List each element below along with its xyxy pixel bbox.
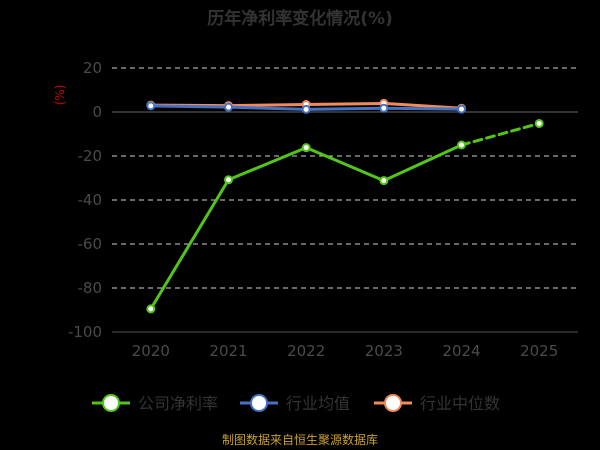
data-point[interactable] (301, 143, 311, 153)
data-point[interactable] (224, 102, 233, 112)
legend[interactable]: 公司净利率 行业均值 行业中位数 (92, 394, 500, 413)
data-point[interactable] (301, 104, 311, 114)
y-axis-ticks: 20 0 -20 -40 -60 -80 -100 (68, 59, 102, 341)
x-tick-label: 2025 (520, 342, 558, 360)
legend-item[interactable]: 公司净利率 (92, 394, 218, 413)
x-tick-label: 2024 (442, 342, 480, 360)
data-point[interactable] (146, 304, 156, 314)
series-1 (146, 101, 466, 114)
y-tick-label: -80 (78, 279, 103, 297)
x-tick-label: 2023 (365, 342, 403, 360)
y-tick-label: -20 (78, 147, 103, 165)
chart-title: 历年净利率变化情况(%) (207, 8, 393, 29)
series-segment (460, 121, 541, 147)
series-segment (227, 105, 308, 111)
series-segment (227, 103, 308, 108)
y-tick-label: -100 (68, 323, 102, 341)
data-point[interactable] (534, 118, 544, 128)
legend-marker (384, 394, 402, 412)
legend-marker (102, 394, 120, 412)
series-segment (304, 106, 386, 111)
data-point[interactable] (379, 176, 389, 186)
x-axis-ticks: 2020 2021 2022 2023 2024 2025 (132, 342, 559, 360)
series-segment (382, 101, 463, 110)
y-tick-label: 20 (83, 59, 102, 77)
y-tick-label: 0 (92, 103, 102, 121)
y-tick-label: -60 (78, 235, 103, 253)
series-segment (382, 143, 463, 183)
series-segment (227, 146, 308, 182)
grid-lines (112, 67, 578, 289)
series-segment (149, 178, 230, 311)
data-point[interactable] (457, 104, 466, 114)
series-segment (149, 104, 230, 109)
legend-label: 行业中位数 (420, 394, 500, 413)
series-lines (146, 98, 544, 314)
y-axis-unit: (%) (53, 85, 67, 106)
x-tick-label: 2021 (209, 342, 247, 360)
data-point[interactable] (146, 101, 156, 111)
series-0 (146, 118, 544, 314)
series-segment (304, 146, 386, 183)
legend-label: 行业均值 (286, 394, 350, 413)
legend-marker (250, 394, 268, 412)
x-tick-label: 2022 (287, 342, 325, 360)
x-tick-label: 2020 (132, 342, 170, 360)
legend-label: 公司净利率 (138, 394, 218, 413)
data-point[interactable] (379, 103, 389, 113)
data-source-note: 制图数据来自恒生聚源数据库 (222, 432, 378, 447)
data-point[interactable] (457, 140, 466, 150)
legend-item[interactable]: 行业均值 (240, 394, 350, 413)
data-point[interactable] (224, 175, 233, 185)
series-segment (304, 101, 386, 107)
legend-item[interactable]: 行业中位数 (374, 394, 500, 413)
series-segment (382, 106, 463, 111)
y-tick-label: -40 (78, 191, 103, 209)
